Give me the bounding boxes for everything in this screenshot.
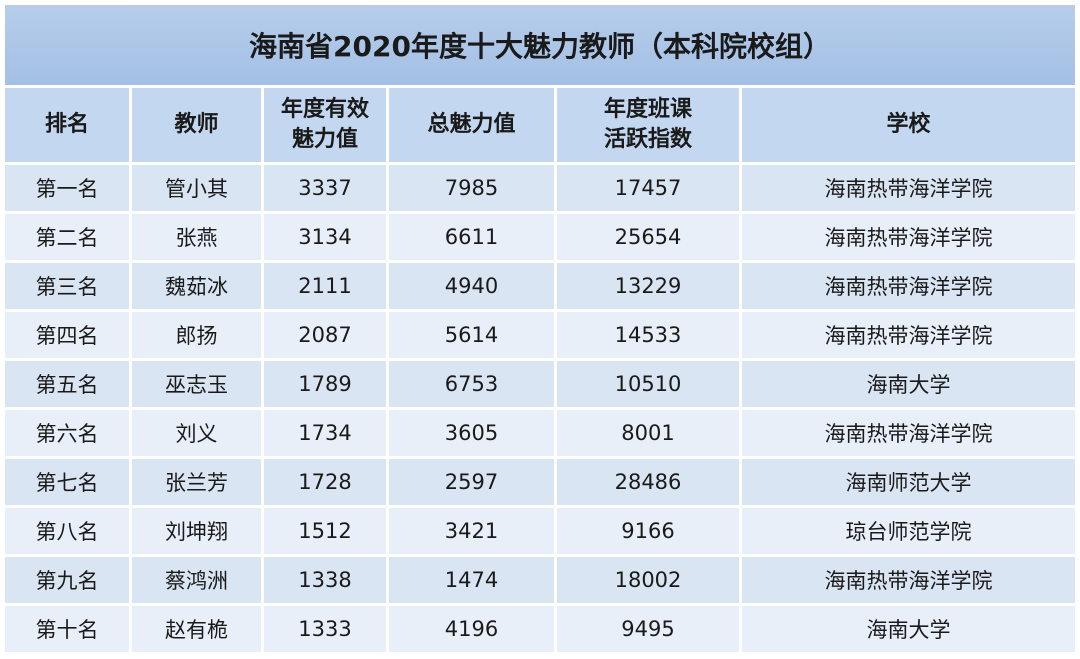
table-cell: 1512 [264, 508, 386, 554]
table-cell: 第七名 [5, 459, 129, 505]
table-cell: 10510 [557, 361, 739, 407]
table-cell: 18002 [557, 557, 739, 603]
table-cell: 张燕 [132, 214, 261, 260]
table-cell: 第四名 [5, 312, 129, 358]
table-cell: 14533 [557, 312, 739, 358]
table-cell: 郎扬 [132, 312, 261, 358]
table-cell: 海南热带海洋学院 [742, 214, 1075, 260]
table-cell: 2087 [264, 312, 386, 358]
table-cell: 蔡鸿洲 [132, 557, 261, 603]
table-cell: 1728 [264, 459, 386, 505]
header-text: 排名 [44, 112, 89, 138]
table-cell: 3337 [264, 165, 386, 211]
table-cell: 海南师范大学 [742, 459, 1075, 505]
table-cell: 海南热带海洋学院 [742, 410, 1075, 456]
table-cell: 4940 [389, 263, 554, 309]
table-cell: 1789 [264, 361, 386, 407]
table-cell: 28486 [557, 459, 739, 505]
table-cell: 第二名 [5, 214, 129, 260]
header-text: 教师 [174, 112, 219, 138]
table: 排名 教师 年度有效魅力值 总魅力值 年度班课活跃指数 学校 第一名 管小其 3337 7985 1… [5, 88, 1075, 652]
table-cell: 刘义 [132, 410, 261, 456]
table-cell: 管小其 [132, 165, 261, 211]
table-cell: 4196 [389, 606, 554, 652]
header-cell: 年度班课活跃指数 [557, 88, 739, 162]
table-title: 海南省2020年度十大魅力教师（本科院校组） [5, 5, 1075, 85]
table-cell: 1333 [264, 606, 386, 652]
table-cell: 海南大学 [742, 361, 1075, 407]
table-cell: 海南热带海洋学院 [742, 312, 1075, 358]
header-cell: 总魅力值 [389, 88, 554, 162]
table-cell: 9166 [557, 508, 739, 554]
table-cell: 第十名 [5, 606, 129, 652]
header-text: 年度有效魅力值 [280, 97, 369, 152]
table-cell: 8001 [557, 410, 739, 456]
table-cell: 刘坤翔 [132, 508, 261, 554]
table-cell: 海南大学 [742, 606, 1075, 652]
table-cell: 5614 [389, 312, 554, 358]
table-cell: 6611 [389, 214, 554, 260]
table-cell: 3605 [389, 410, 554, 456]
table-cell: 3421 [389, 508, 554, 554]
table-cell: 2597 [389, 459, 554, 505]
table-cell: 张兰芳 [132, 459, 261, 505]
table-cell: 第一名 [5, 165, 129, 211]
header-cell: 学校 [742, 88, 1075, 162]
table-cell: 琼台师范学院 [742, 508, 1075, 554]
table-cell: 9495 [557, 606, 739, 652]
table-cell: 25654 [557, 214, 739, 260]
table-cell: 魏茹冰 [132, 263, 261, 309]
table-cell: 巫志玉 [132, 361, 261, 407]
table-cell: 第八名 [5, 508, 129, 554]
table-cell: 1338 [264, 557, 386, 603]
table-cell: 2111 [264, 263, 386, 309]
table-cell: 第五名 [5, 361, 129, 407]
header-text: 年度班课活跃指数 [603, 97, 692, 152]
table-cell: 7985 [389, 165, 554, 211]
table-cell: 海南热带海洋学院 [742, 263, 1075, 309]
table-cell: 海南热带海洋学院 [742, 165, 1075, 211]
table-cell: 1734 [264, 410, 386, 456]
header-cell: 年度有效魅力值 [264, 88, 386, 162]
table-cell: 赵有桅 [132, 606, 261, 652]
table-cell: 第三名 [5, 263, 129, 309]
header-cell: 排名 [5, 88, 129, 162]
table-cell: 3134 [264, 214, 386, 260]
table-cell: 17457 [557, 165, 739, 211]
table-cell: 海南热带海洋学院 [742, 557, 1075, 603]
table-cell: 1474 [389, 557, 554, 603]
table-cell: 13229 [557, 263, 739, 309]
table-cell: 第六名 [5, 410, 129, 456]
table-cell: 第九名 [5, 557, 129, 603]
header-text: 学校 [886, 112, 931, 138]
header-cell: 教师 [132, 88, 261, 162]
table-cell: 6753 [389, 361, 554, 407]
table-page: 海南省2020年度十大魅力教师（本科院校组） 排名 教师 年度有效魅力值 总魅力值 年度… [5, 5, 1075, 652]
header-text: 总魅力值 [427, 112, 516, 138]
